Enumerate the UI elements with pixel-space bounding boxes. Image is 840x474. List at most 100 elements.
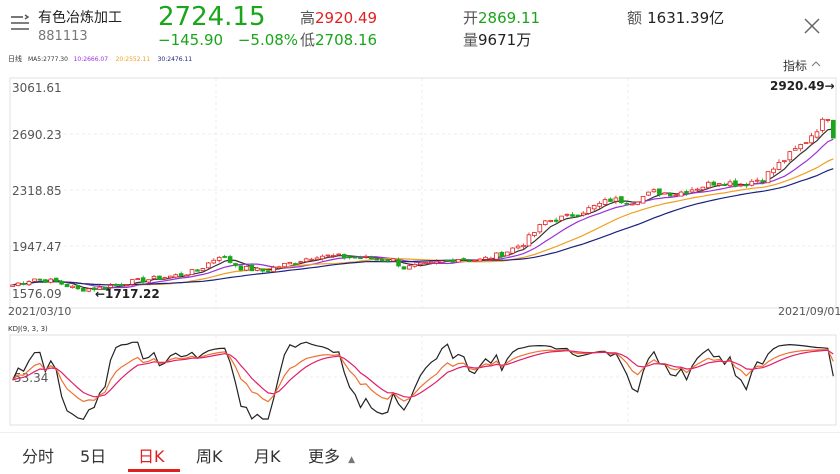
list-menu-icon[interactable] bbox=[10, 14, 30, 32]
candle bbox=[417, 262, 423, 266]
candle bbox=[325, 254, 331, 257]
candle bbox=[195, 269, 200, 272]
indicator-arrow-icon bbox=[811, 61, 821, 67]
tab-weekly-k[interactable]: 周K bbox=[196, 447, 223, 466]
low-label: 低 bbox=[300, 31, 316, 49]
high-value: 2920.49 bbox=[315, 9, 378, 27]
close-icon[interactable] bbox=[802, 16, 822, 36]
candles bbox=[10, 117, 836, 293]
ma-legend-item: 30:2476.11 bbox=[158, 56, 193, 63]
candle bbox=[390, 258, 396, 262]
ma-line bbox=[12, 138, 834, 289]
high-annotation: 2920.49→ bbox=[770, 79, 835, 93]
candle bbox=[575, 214, 581, 217]
tab-more[interactable]: 更多 ▲ bbox=[308, 443, 355, 467]
candle bbox=[75, 284, 81, 290]
candle bbox=[532, 232, 537, 236]
candle bbox=[91, 287, 97, 291]
candle bbox=[341, 254, 347, 259]
tab-daily-k[interactable]: 日K bbox=[138, 447, 165, 466]
candle bbox=[553, 219, 559, 222]
tab-more-label: 更多 bbox=[308, 447, 341, 466]
candle bbox=[178, 273, 184, 276]
candle bbox=[206, 262, 211, 269]
volume-label: 量 bbox=[463, 31, 479, 49]
candle bbox=[140, 277, 146, 283]
candle bbox=[472, 259, 477, 262]
candle bbox=[684, 191, 689, 194]
candle bbox=[494, 252, 499, 260]
low-stat: 低2708.16 bbox=[300, 29, 377, 50]
index-name: 有色冶炼加工 bbox=[38, 10, 122, 26]
candle bbox=[439, 260, 445, 263]
moving-average-lines bbox=[12, 128, 834, 290]
change-percent: −5.08% bbox=[237, 31, 299, 49]
candle bbox=[369, 256, 374, 260]
candle bbox=[504, 251, 510, 257]
candle bbox=[292, 263, 298, 265]
kdj-line bbox=[12, 348, 834, 403]
candle bbox=[70, 285, 75, 288]
candle bbox=[570, 214, 575, 217]
candle bbox=[314, 257, 320, 260]
candle bbox=[477, 258, 483, 262]
candle bbox=[526, 234, 532, 247]
candle bbox=[15, 282, 21, 287]
candle bbox=[108, 284, 113, 288]
ma-line bbox=[12, 128, 834, 290]
candle bbox=[635, 201, 640, 205]
quote-header: 有色冶炼加工 881113 2724.15 −145.90 −5.08% 高29… bbox=[0, 0, 840, 52]
candle bbox=[331, 255, 336, 257]
candle bbox=[189, 269, 195, 276]
candle bbox=[760, 180, 765, 182]
candle bbox=[211, 259, 217, 264]
amount-label: 额 bbox=[627, 9, 643, 27]
candle bbox=[374, 258, 380, 261]
ma-legend-item: 10:2666.07 bbox=[74, 56, 109, 63]
candle bbox=[146, 279, 151, 283]
kline-chart[interactable]: 日线 MA5:2777.30 10:2666.07 20:2552.11 30:247… bbox=[0, 52, 840, 432]
tab-5day[interactable]: 5日 bbox=[80, 447, 107, 466]
candle bbox=[428, 261, 434, 264]
period-tab-bar: 分时 5日 日K 周K 月K 更多 ▲ bbox=[0, 432, 840, 474]
candle bbox=[548, 220, 554, 223]
candle bbox=[798, 144, 803, 150]
end-date: 2021/09/01 bbox=[778, 305, 840, 318]
tab-intraday[interactable]: 分时 bbox=[22, 447, 55, 466]
candle bbox=[238, 265, 244, 271]
candle bbox=[646, 191, 651, 196]
tab-monthly-k[interactable]: 月K bbox=[254, 447, 281, 466]
ma-legend-item: MA5:2777.30 bbox=[28, 56, 68, 63]
low-annotation: ←1717.22 bbox=[95, 287, 160, 301]
indicator-button[interactable]: 指标 bbox=[783, 58, 807, 73]
candle bbox=[820, 118, 825, 131]
candle bbox=[782, 160, 787, 163]
candle bbox=[173, 274, 179, 278]
start-date: 2021/03/10 bbox=[8, 305, 71, 318]
kdj-level-label: 53.34 bbox=[14, 371, 48, 385]
candle bbox=[401, 266, 407, 270]
period-label: 日线 bbox=[8, 54, 22, 63]
y-tick-label: 1947.47 bbox=[12, 240, 62, 254]
candle bbox=[445, 259, 450, 262]
ma-legend: MA5:2777.30 10:2666.07 20:2552.11 30:2476.1… bbox=[28, 56, 192, 63]
candle bbox=[276, 266, 282, 269]
candle bbox=[407, 265, 412, 270]
candle bbox=[249, 264, 255, 272]
candle bbox=[510, 247, 515, 254]
candle bbox=[515, 245, 521, 249]
candle bbox=[184, 274, 189, 277]
candle bbox=[37, 278, 43, 281]
candle bbox=[765, 171, 771, 184]
candle bbox=[222, 256, 227, 258]
candle bbox=[619, 196, 624, 204]
candle bbox=[352, 256, 358, 259]
candle bbox=[667, 193, 673, 197]
kdj-line bbox=[12, 349, 834, 398]
y-tick-label: 2690.23 bbox=[12, 128, 62, 142]
y-axis-labels: 3061.61 2690.23 2318.85 1947.47 1576.09 bbox=[12, 81, 62, 301]
candle bbox=[624, 202, 630, 205]
candle bbox=[814, 131, 820, 138]
index-code: 881113 bbox=[38, 29, 88, 44]
candle bbox=[151, 275, 157, 280]
